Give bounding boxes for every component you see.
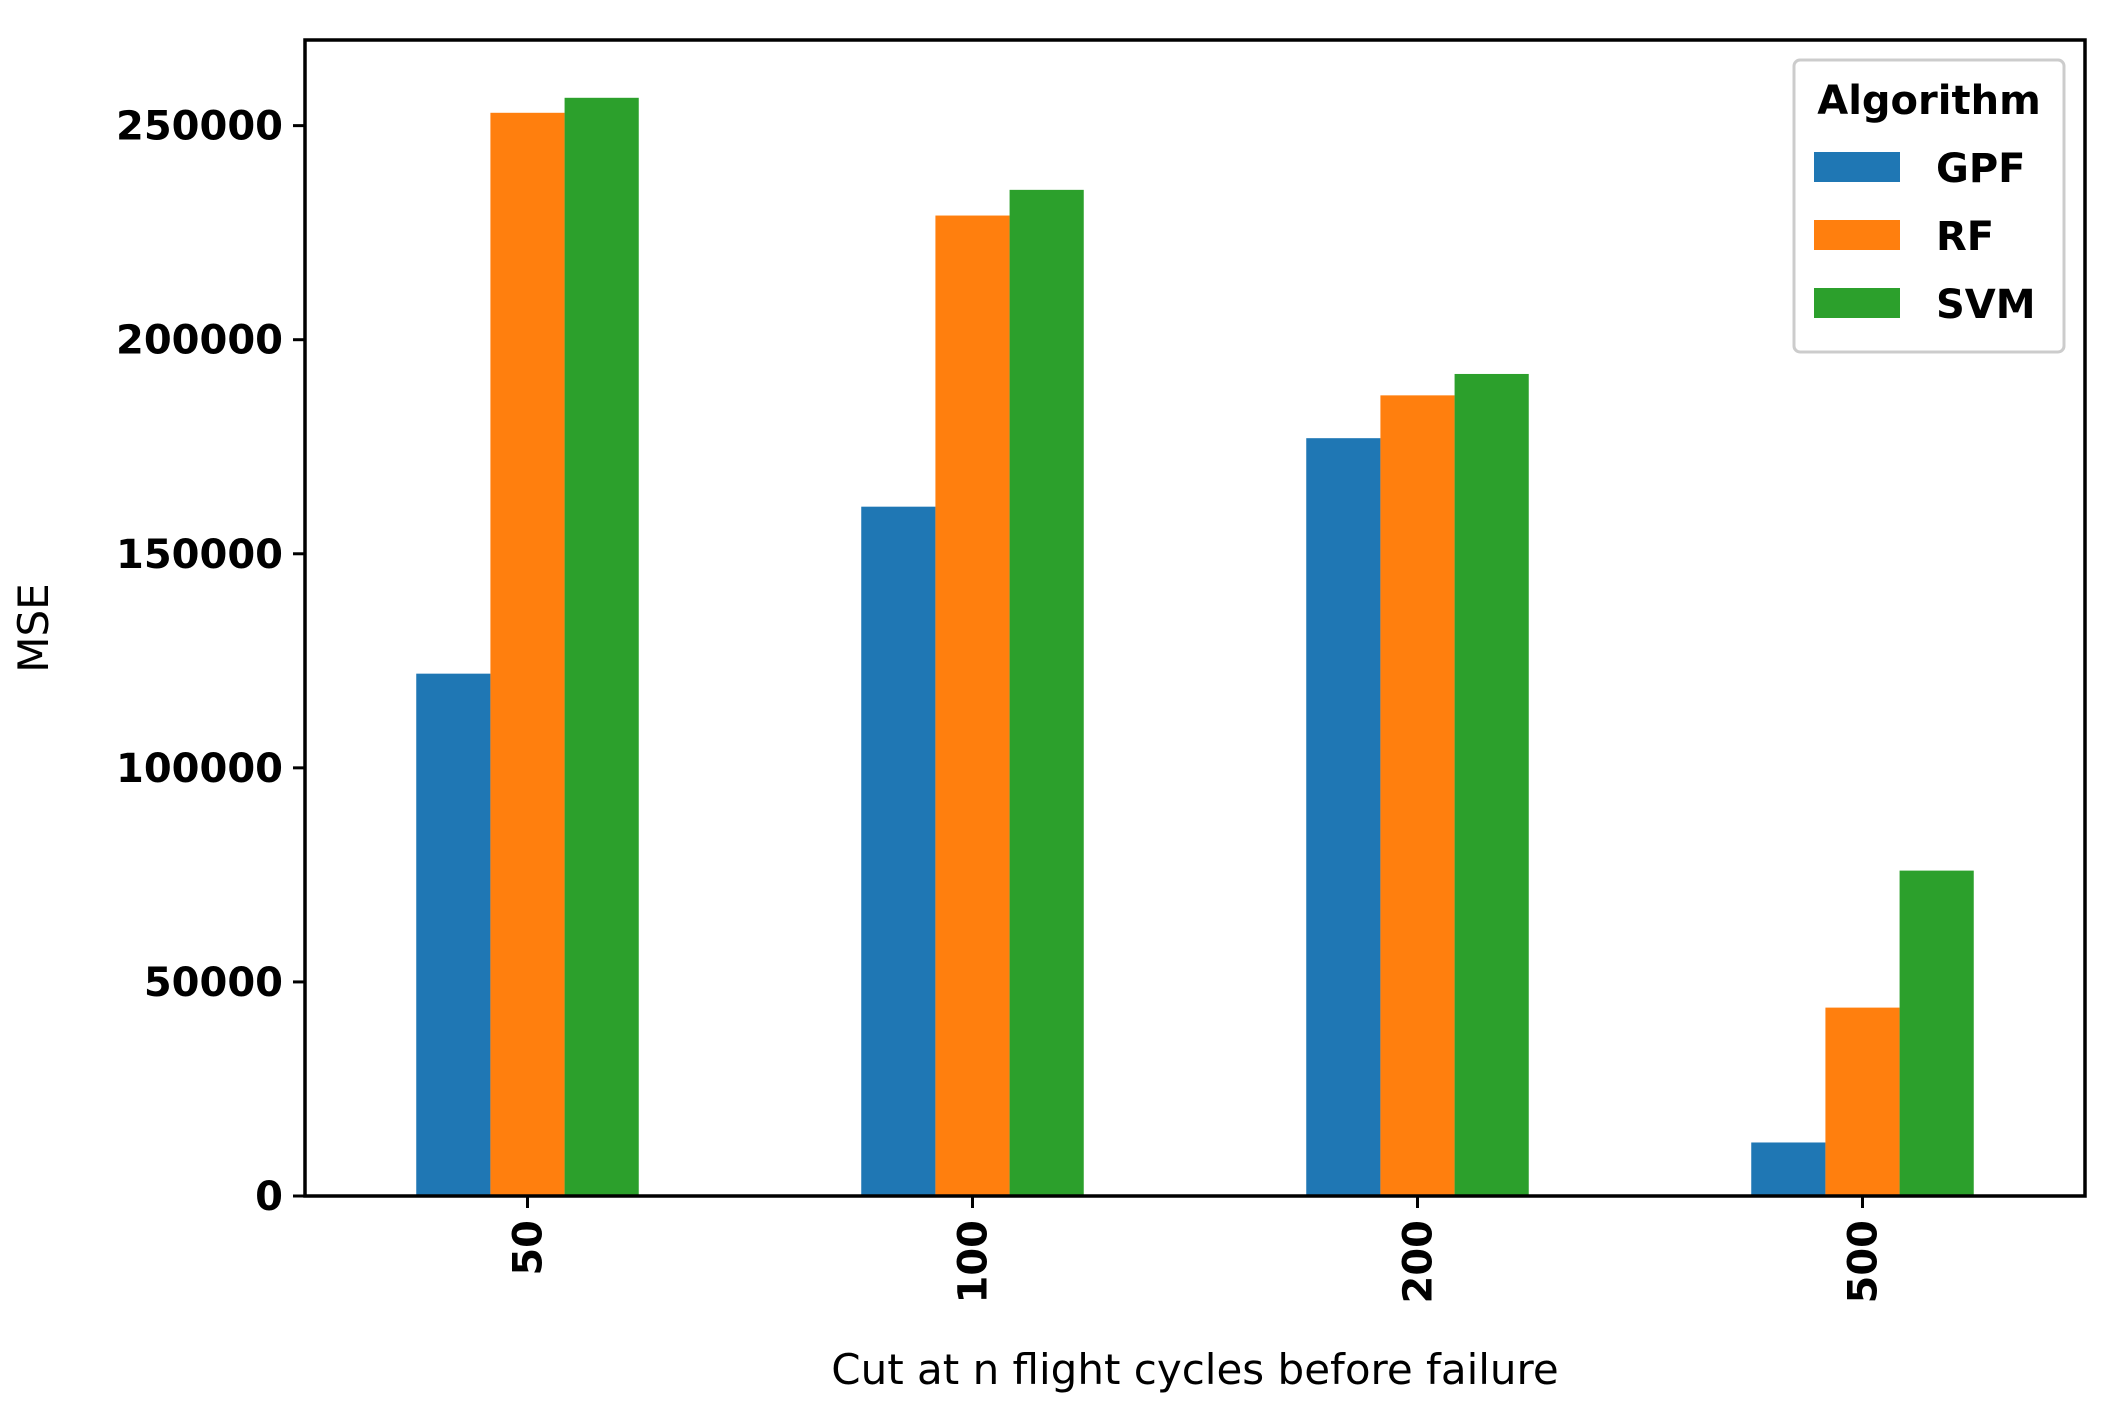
bar-rf-500	[1825, 1007, 1900, 1196]
y-tick-label: 100000	[116, 746, 283, 792]
bars-layer	[416, 97, 1974, 1197]
y-tick-label: 200000	[116, 318, 283, 364]
bar-svm-200	[1454, 373, 1529, 1197]
x-tick-label: 200	[1396, 1220, 1442, 1304]
legend-label-rf: RF	[1936, 214, 1994, 260]
y-tick-label: 250000	[116, 104, 283, 150]
y-tick-label: 0	[255, 1174, 283, 1220]
legend-label-svm: SVM	[1936, 282, 2036, 328]
legend-swatch-rf	[1814, 220, 1900, 250]
bar-svm-100	[1009, 189, 1084, 1197]
legend-swatch-svm	[1814, 288, 1900, 318]
legend-box	[1792, 58, 2066, 354]
x-axis-label: Cut at n flight cycles before failure	[831, 1345, 1558, 1394]
x-tick-label: 50	[506, 1220, 552, 1276]
bar-gpf-200	[1306, 438, 1381, 1196]
legend: Algorithm GPF RF SVM	[1792, 58, 2066, 354]
legend-swatch-gpf	[1814, 152, 1900, 182]
x-axis: 50 100 200 500	[506, 1196, 1887, 1304]
bar-gpf-100	[861, 506, 936, 1196]
bar-rf-200	[1380, 395, 1455, 1196]
legend-title: Algorithm	[1817, 78, 2041, 124]
bar-rf-100	[935, 215, 1010, 1197]
y-axis: 0 50000 100000 150000 200000 250000	[116, 104, 305, 1220]
bar-gpf-50	[416, 673, 491, 1196]
bar-gpf-500	[1751, 1142, 1826, 1196]
legend-label-gpf: GPF	[1936, 146, 2025, 192]
y-axis-label: MSE	[9, 583, 58, 672]
x-tick-label: 100	[951, 1220, 997, 1304]
bar-svm-50	[564, 97, 639, 1196]
bar-svm-500	[1899, 870, 1974, 1196]
plot-frame	[303, 38, 2087, 1198]
bar-rf-50	[490, 112, 565, 1196]
y-tick-label: 50000	[144, 960, 283, 1006]
x-tick-label: 500	[1841, 1220, 1887, 1304]
y-tick-label: 150000	[116, 532, 283, 578]
